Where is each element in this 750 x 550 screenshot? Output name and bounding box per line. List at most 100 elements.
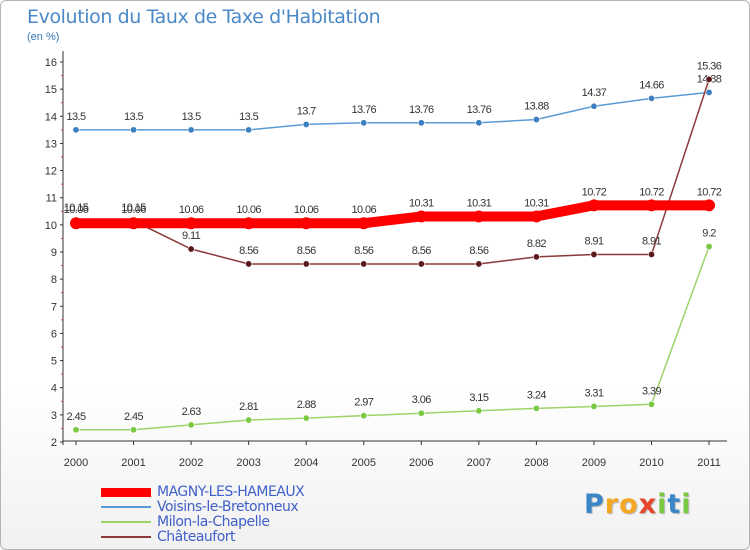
data-point-milon-la-chapelle	[475, 407, 483, 415]
x-tick-label: 2004	[294, 457, 318, 469]
data-label-magny-les-hameaux: 10.06	[64, 204, 89, 216]
data-label-voisins-le-bretonneux: 14.37	[582, 87, 607, 99]
data-point-milon-la-chapelle	[647, 400, 655, 408]
series-line-milon-la-chapelle	[76, 246, 710, 431]
y-tick-label: 16	[45, 57, 57, 69]
data-point-magny-les-hameaux	[185, 217, 198, 230]
proxiti-logo: Proxiti	[584, 489, 692, 520]
data-label-magny-les-hameaux: 10.72	[582, 186, 607, 198]
series-line-ch-teaufort	[76, 79, 710, 265]
data-label-magny-les-hameaux: 10.72	[697, 186, 722, 198]
data-point-milon-la-chapelle	[187, 421, 195, 429]
data-label-voisins-le-bretonneux: 13.7	[297, 105, 316, 117]
logo-letter: P	[584, 489, 605, 520]
y-tick-label: 5	[51, 356, 57, 368]
legend-swatch	[101, 488, 151, 497]
data-point-ch-teaufort	[590, 250, 598, 258]
y-tick-label: 12	[45, 166, 57, 178]
data-label-milon-la-chapelle: 3.24	[527, 389, 546, 401]
data-point-magny-les-hameaux	[587, 199, 600, 212]
data-label-ch-teaufort: 8.82	[527, 238, 546, 250]
data-point-milon-la-chapelle	[245, 416, 253, 424]
data-label-milon-la-chapelle: 2.45	[124, 411, 143, 423]
legend-label: Châteaufort	[157, 529, 236, 545]
x-tick-label: 2010	[639, 457, 663, 469]
data-point-voisins-le-bretonneux	[245, 126, 253, 134]
data-point-milon-la-chapelle	[360, 412, 368, 420]
data-label-voisins-le-bretonneux: 13.76	[409, 104, 434, 116]
data-point-voisins-le-bretonneux	[360, 119, 368, 127]
data-label-milon-la-chapelle: 2.88	[297, 399, 316, 411]
data-point-milon-la-chapelle	[72, 426, 80, 434]
data-label-ch-teaufort: 15.36	[697, 60, 722, 72]
data-point-ch-teaufort	[360, 260, 368, 268]
data-point-voisins-le-bretonneux	[647, 94, 655, 102]
data-label-ch-teaufort: 9.11	[182, 230, 201, 242]
data-label-voisins-le-bretonneux: 13.5	[182, 111, 201, 123]
data-point-ch-teaufort	[417, 260, 425, 268]
data-label-ch-teaufort: 8.56	[412, 245, 431, 257]
data-label-magny-les-hameaux: 10.06	[294, 204, 319, 216]
chart-title: Evolution du Taux de Taxe d'Habitation	[27, 6, 381, 28]
x-tick-label: 2007	[467, 457, 491, 469]
data-label-milon-la-chapelle: 3.15	[469, 392, 488, 404]
data-label-milon-la-chapelle: 9.2	[702, 228, 716, 240]
data-point-ch-teaufort	[475, 260, 483, 268]
data-label-ch-teaufort: 8.91	[642, 235, 661, 247]
data-label-magny-les-hameaux: 10.06	[351, 204, 376, 216]
logo-letter: r	[604, 489, 620, 520]
y-tick-label: 8	[51, 274, 57, 286]
data-point-voisins-le-bretonneux	[532, 116, 540, 124]
y-tick-label: 15	[45, 84, 57, 96]
logo-letter: i	[657, 489, 668, 520]
data-point-ch-teaufort	[187, 245, 195, 253]
legend-swatch	[101, 521, 151, 523]
x-tick-label: 2003	[236, 457, 260, 469]
data-point-voisins-le-bretonneux	[187, 126, 195, 134]
logo-letter: t	[667, 489, 682, 520]
data-point-voisins-le-bretonneux	[72, 126, 80, 134]
legend-label: MAGNY-LES-HAMEAUX	[157, 484, 305, 500]
data-label-magny-les-hameaux: 10.31	[467, 197, 492, 209]
y-tick-label: 7	[51, 301, 57, 313]
data-label-magny-les-hameaux: 10.31	[524, 197, 549, 209]
data-point-magny-les-hameaux	[127, 217, 140, 230]
data-label-ch-teaufort: 8.91	[584, 235, 603, 247]
data-point-voisins-le-bretonneux	[302, 120, 310, 128]
data-label-milon-la-chapelle: 2.81	[239, 401, 258, 413]
data-label-ch-teaufort: 10.15	[64, 202, 89, 214]
data-label-ch-teaufort: 8.56	[469, 245, 488, 257]
data-point-milon-la-chapelle	[590, 402, 598, 410]
legend-label: Voisins-le-Bretonneux	[157, 499, 299, 515]
data-label-voisins-le-bretonneux: 13.76	[351, 104, 376, 116]
data-point-milon-la-chapelle	[417, 409, 425, 417]
data-label-milon-la-chapelle: 2.97	[354, 397, 373, 409]
logo-letter: x	[638, 489, 658, 520]
data-point-milon-la-chapelle	[302, 414, 310, 422]
y-tick-label: 13	[45, 138, 57, 150]
data-label-voisins-le-bretonneux: 13.76	[467, 104, 492, 116]
y-tick-label: 10	[45, 220, 57, 232]
logo-letter: o	[619, 489, 639, 520]
data-label-milon-la-chapelle: 3.06	[412, 394, 431, 406]
data-point-magny-les-hameaux	[415, 210, 428, 223]
data-point-milon-la-chapelle	[532, 404, 540, 412]
data-point-magny-les-hameaux	[70, 217, 82, 230]
series-line-magny-les-hameaux	[76, 200, 710, 229]
x-tick-label: 2008	[524, 457, 548, 469]
data-label-voisins-le-bretonneux: 13.5	[66, 111, 85, 123]
data-point-milon-la-chapelle	[705, 243, 713, 251]
y-tick-label: 9	[51, 247, 57, 259]
data-label-voisins-le-bretonneux: 13.5	[124, 111, 143, 123]
series-line-voisins-le-bretonneux	[76, 91, 710, 131]
data-point-magny-les-hameaux	[703, 199, 716, 212]
data-label-milon-la-chapelle: 3.39	[642, 385, 661, 397]
data-point-voisins-le-bretonneux	[590, 102, 598, 110]
data-point-ch-teaufort	[647, 250, 655, 258]
data-label-ch-teaufort: 8.56	[297, 245, 316, 257]
y-tick-label: 4	[51, 383, 57, 395]
y-tick-label: 14	[45, 111, 57, 123]
data-point-ch-teaufort	[245, 260, 253, 268]
x-tick-label: 2001	[121, 457, 145, 469]
